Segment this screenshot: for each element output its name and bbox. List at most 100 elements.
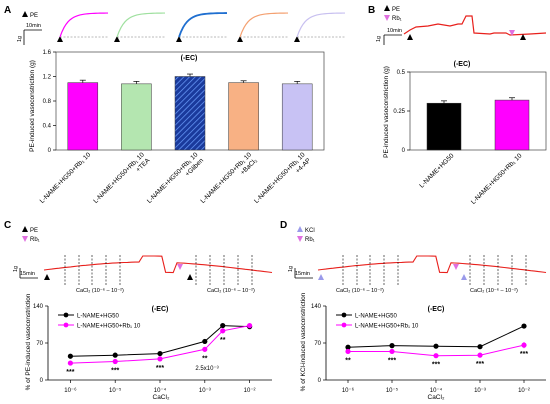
- data-point: [112, 358, 118, 365]
- category-label-line: L-NAME+HG50+Rb₁ 10: [200, 151, 254, 205]
- rb1-marker-icon: [509, 30, 515, 36]
- category-label: L-NAME+HG50+Rb₁ 10: [470, 152, 524, 206]
- significance-mark: **: [202, 355, 208, 362]
- panel-b-legend-pe: PE: [392, 7, 400, 13]
- panel-d-scale-force: 1g: [288, 266, 294, 272]
- y-tick-label: 0.4: [43, 124, 52, 130]
- bar: [281, 83, 313, 151]
- data-point: [247, 322, 253, 329]
- pe-marker-icon: [384, 5, 390, 11]
- panel-a-scale-force: 1g: [17, 36, 23, 42]
- panel-c-scale-force: 1g: [13, 266, 19, 272]
- legend-label: L-NAME+HG50: [355, 314, 398, 320]
- y-tick-label: 0: [318, 378, 322, 384]
- panel-a-bar-chart: 00.40.81.21.6L-NAME+HG50+Rb₁ 10 L-NAME+HG…: [39, 50, 325, 211]
- category-label-line: L-NAME+HG50+Rb₁ 10: [39, 151, 93, 205]
- panel-a-traces: [57, 12, 346, 42]
- significance-mark: ***: [520, 351, 528, 358]
- panel-c-cacl-label-2: CaCl₂ (10⁻⁶ – 10⁻²): [207, 287, 255, 294]
- y-tick-label: 0: [40, 378, 44, 384]
- panel-d-legend-rb1: Rb₁: [305, 237, 315, 243]
- data-point: [202, 346, 208, 352]
- panel-b-legend-rb1: Rb₁: [392, 16, 402, 22]
- bar: [121, 83, 152, 151]
- contraction-trace: [296, 12, 346, 38]
- panel-c-xlabel: CaCl₂: [153, 394, 170, 401]
- panel-c-condition: (-EC): [152, 306, 169, 313]
- contraction-trace: [239, 12, 289, 38]
- category-label-line: L-NAME+HG50+Rb₁ 10: [146, 151, 200, 205]
- category-label: L-NAME+HG50+Rb₁ 10+Gliben: [146, 151, 205, 210]
- panel-c-cacl-label-1: CaCl₂ (10⁻⁶ – 10⁻²): [76, 287, 124, 294]
- data-point: [433, 353, 439, 359]
- panel-d: D KCl Rb₁ 15min 1g CaCl₂ (10⁻⁶ – 10⁻²) C…: [280, 220, 547, 401]
- x-tick-label: 10⁻³: [199, 388, 211, 394]
- panel-d-label: D: [280, 220, 287, 231]
- kcl-marker-icon: [297, 226, 303, 232]
- panel-b-bar-chart: 0 0.25 0.5 L-NAME+HG50 L-NAME+HG50+Rb₁ 10: [393, 70, 547, 206]
- data-point: [345, 348, 351, 355]
- category-label: L-NAME+HG50+Rb₁ 10+TEA: [92, 151, 152, 211]
- data-point: [67, 360, 73, 366]
- panel-c: C PE Rb₁ 15min 1g CaCl₂ (10⁻⁶ – 10⁻²) Ca…: [4, 220, 273, 401]
- panel-b-trace: [403, 15, 547, 40]
- pe-marker-icon: [176, 36, 182, 42]
- significance-mark: ***: [156, 365, 164, 372]
- panel-b-ylabel: PE-induced vasoconstriction (g): [383, 66, 390, 158]
- y-tick-label: 0: [48, 148, 52, 154]
- data-point: [521, 323, 527, 329]
- data-point: [477, 352, 483, 358]
- rb1-marker-icon: [177, 264, 183, 270]
- significance-mark: ***: [388, 357, 396, 364]
- panel-b-condition: (-EC): [454, 61, 471, 68]
- data-point: [433, 343, 439, 349]
- data-point: [220, 328, 226, 334]
- data-point: [477, 344, 483, 350]
- rb1-marker-icon: [297, 236, 303, 242]
- category-label-line: L-NAME+HG50+Rb₁ 10: [92, 151, 146, 205]
- category-label: L-NAME+HG50+Rb₁ 10+4-AP: [253, 151, 312, 210]
- y-tick-label: 70: [314, 341, 321, 347]
- y-tick-label: 0.8: [43, 99, 52, 105]
- series-line: [70, 325, 250, 357]
- data-point: [521, 342, 527, 348]
- legend-label: L-NAME+HG50+Rb₁ 10: [77, 324, 141, 330]
- category-label-line: L-NAME+HG50+Rb₁ 10: [253, 151, 307, 205]
- panel-d-cacl-label-2: CaCl₂ (10⁻⁶ – 10⁻²): [470, 287, 518, 294]
- x-tick-label: 10⁻⁵: [386, 387, 399, 394]
- legend-label: L-NAME+HG50+Rb₁ 10: [355, 324, 419, 330]
- panel-c-scale-time: 15min: [20, 271, 35, 277]
- legend-marker: [341, 312, 347, 318]
- panel-d-condition: (-EC): [428, 306, 445, 313]
- significance-mark: ***: [432, 362, 440, 369]
- contraction-trace: [403, 15, 547, 36]
- panel-c-legend-rb1: Rb₁: [30, 237, 40, 243]
- panel-c-annotation: 2.5x10⁻³: [195, 366, 218, 372]
- contraction-trace: [59, 12, 109, 38]
- panel-a: A PE 10min 1g 0 0.4 0.8 1.2 1.6 L-NAME+HG50+R…: [4, 5, 346, 211]
- bar: [426, 102, 462, 151]
- y-tick-label: 0.25: [393, 109, 405, 115]
- significance-mark: ***: [66, 369, 74, 376]
- panel-d-ylabel: % of KCl-induced vasoconstriction: [300, 292, 307, 391]
- y-tick-label: 70: [36, 341, 43, 347]
- panel-a-scale-time: 10min: [26, 23, 41, 29]
- data-point: [389, 348, 395, 355]
- contraction-trace: [178, 12, 228, 38]
- rb1-marker-icon: [22, 236, 28, 242]
- x-tick-label: 10⁻²: [244, 388, 256, 394]
- legend-marker: [63, 322, 69, 328]
- panel-d-line-chart: 0 70 140 10⁻⁶ 10⁻⁵ 10⁻⁴ 10⁻³ 10⁻² L-NAME+HG50 L-N…: [311, 304, 546, 394]
- panel-a-label: A: [4, 5, 11, 16]
- data-point: [157, 350, 163, 357]
- y-tick-label: 140: [311, 304, 322, 310]
- panel-c-line-chart: 0 70 140 10⁻⁶ 10⁻⁵ 10⁻⁴ 10⁻³ 10⁻² L-NAME+HG50 L-N…: [33, 304, 272, 394]
- pe-marker-icon: [520, 34, 526, 40]
- panel-d-cacl-label-1: CaCl₂ (10⁻⁶ – 10⁻²): [336, 287, 384, 294]
- contraction-trace: [43, 255, 273, 274]
- y-tick-label: 0: [402, 148, 406, 154]
- significance-mark: ***: [476, 361, 484, 368]
- category-label: L-NAME+HG50+Rb₁ 10: [39, 151, 93, 205]
- pe-marker-icon: [22, 226, 28, 232]
- pe-marker-icon: [407, 34, 413, 40]
